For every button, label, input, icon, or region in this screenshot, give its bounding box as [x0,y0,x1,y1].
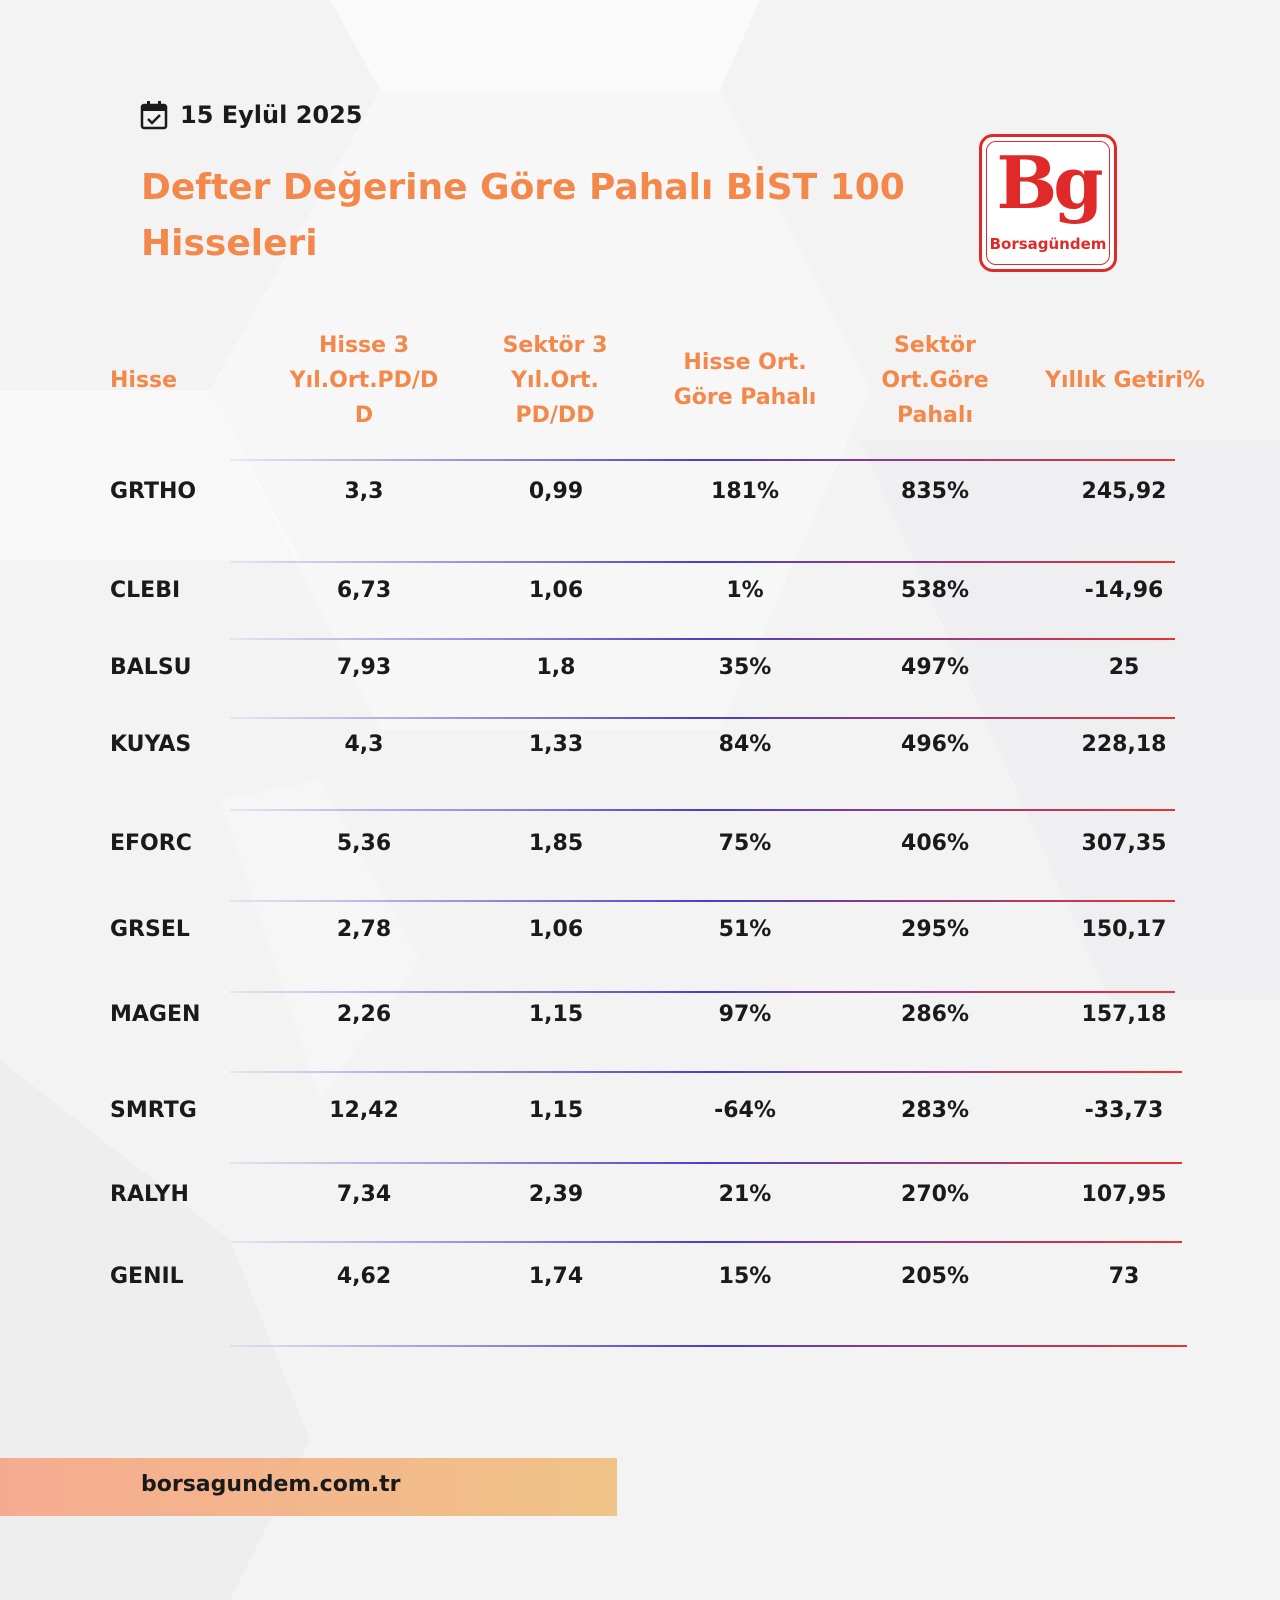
cell-yillik-getiri: 245,92 [1081,479,1167,504]
cell-sektor-ort: 497% [901,655,969,680]
cell-hisse-3-yil: 5,36 [336,831,392,856]
page-title: Defter Değerine Göre Pahalı BİST 100 His… [141,160,941,272]
cell-hisse-3-yil: 4,62 [336,1264,392,1289]
header-hisse: Hisse [110,367,178,393]
cell-sektor-3-yil: 1,15 [528,1098,584,1123]
cell-hisse-3-yil: 6,73 [336,578,392,603]
cell-hisse-ort: 35% [718,655,772,680]
row-divider [230,638,1175,640]
cell-hisse-ort: 21% [718,1182,772,1207]
cell-hisse: KUYAS [110,732,192,757]
cell-yillik-getiri: 150,17 [1081,917,1167,942]
header-hisse-ort: Hisse Ort. Göre Pahalı [673,350,817,410]
row-divider [230,1241,1182,1243]
cell-sektor-3-yil: 1,06 [528,578,584,603]
cell-hisse-ort: -64% [714,1098,776,1123]
title-line-2: Hisseleri [141,223,318,264]
cell-hisse-3-yil: 7,34 [336,1182,392,1207]
cell-hisse: BALSU [110,655,192,680]
logo-inner-border [986,141,1110,265]
cell-hisse: SMRTG [110,1098,197,1123]
cell-hisse-ort: 84% [718,732,772,757]
header-hisse-3-yil: Hisse 3 Yıl.Ort.PD/D D [289,332,439,428]
header-sektor-ort: Sektör Ort.Göre Pahalı [881,332,989,428]
cell-yillik-getiri: 228,18 [1081,732,1167,757]
cell-yillik-getiri: -14,96 [1084,578,1164,603]
cell-hisse-3-yil: 4,3 [344,732,384,757]
cell-sektor-3-yil: 0,99 [528,479,584,504]
cell-sektor-3-yil: 1,33 [528,732,584,757]
cell-sektor-ort: 295% [901,917,969,942]
cell-sektor-3-yil: 1,8 [536,655,576,680]
cell-hisse-ort: 75% [718,831,772,856]
row-divider [230,1345,1187,1347]
cell-sektor-3-yil: 1,15 [528,1002,584,1027]
row-divider [230,561,1175,563]
title-line-1: Defter Değerine Göre Pahalı BİST 100 [141,167,905,208]
cell-hisse-3-yil: 2,26 [336,1002,392,1027]
row-divider [230,900,1175,902]
cell-yillik-getiri: 107,95 [1081,1182,1167,1207]
cell-sektor-3-yil: 2,39 [528,1182,584,1207]
cell-hisse: RALYH [110,1182,189,1207]
row-divider [230,809,1175,811]
cell-hisse-3-yil: 3,3 [344,479,384,504]
row-divider [230,1162,1182,1164]
cell-hisse: GENIL [110,1264,184,1289]
row-divider [230,717,1175,719]
cell-sektor-3-yil: 1,74 [528,1264,584,1289]
brand-logo: Bg Borsagündem [979,134,1117,272]
logo-mark: Bg [996,140,1103,225]
cell-yillik-getiri: 73 [1108,1264,1140,1289]
cell-sektor-ort: 406% [901,831,969,856]
cell-hisse-ort: 51% [718,917,772,942]
row-divider [230,459,1175,461]
cell-hisse-ort: 1% [726,578,764,603]
cell-hisse-3-yil: 12,42 [329,1098,399,1123]
cell-sektor-ort: 538% [901,578,969,603]
cell-sektor-ort: 496% [901,732,969,757]
cell-yillik-getiri: -33,73 [1084,1098,1164,1123]
footer-bar [0,1458,617,1516]
cell-hisse-ort: 97% [718,1002,772,1027]
cell-sektor-ort: 270% [901,1182,969,1207]
cell-sektor-ort: 283% [901,1098,969,1123]
cell-hisse-ort: 181% [711,479,779,504]
row-divider [230,991,1175,993]
cell-hisse-3-yil: 2,78 [336,917,392,942]
cell-sektor-3-yil: 1,85 [528,831,584,856]
footer-url[interactable]: borsagundem.com.tr [141,1472,401,1497]
cell-sektor-ort: 205% [901,1264,969,1289]
logo-wordmark: Borsagündem [989,235,1107,253]
calendar-check-icon [140,101,168,130]
date-row: 15 Eylül 2025 [140,100,362,130]
cell-hisse: EFORC [110,831,192,856]
date-label: 15 Eylül 2025 [180,101,363,129]
header-yillik-getiri: Yıllık Getiri% [1045,367,1205,393]
cell-hisse: GRSEL [110,917,190,942]
cell-hisse: CLEBI [110,578,181,603]
cell-yillik-getiri: 157,18 [1081,1002,1167,1027]
cell-yillik-getiri: 307,35 [1081,831,1167,856]
cell-hisse-ort: 15% [718,1264,772,1289]
cell-sektor-3-yil: 1,06 [528,917,584,942]
cell-hisse: MAGEN [110,1002,201,1027]
header-sektor-3-yil: Sektör 3 Yıl.Ort. PD/DD [502,332,608,428]
cell-hisse-3-yil: 7,93 [336,655,392,680]
cell-hisse: GRTHO [110,479,197,504]
cell-yillik-getiri: 25 [1108,655,1140,680]
cell-sektor-ort: 835% [901,479,969,504]
row-divider [230,1071,1182,1073]
cell-sektor-ort: 286% [901,1002,969,1027]
